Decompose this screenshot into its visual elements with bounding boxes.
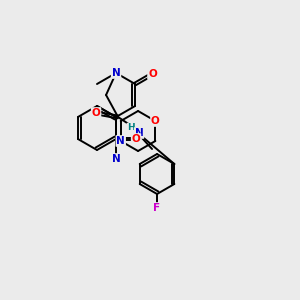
Text: O: O: [148, 69, 157, 79]
Text: N: N: [135, 128, 143, 138]
Text: N: N: [112, 154, 120, 164]
Text: N: N: [112, 68, 120, 78]
Text: O: O: [151, 116, 160, 126]
Text: H: H: [127, 124, 135, 133]
Text: F: F: [154, 203, 160, 213]
Text: O: O: [92, 108, 100, 118]
Text: O: O: [132, 134, 140, 144]
Text: N: N: [116, 136, 125, 146]
